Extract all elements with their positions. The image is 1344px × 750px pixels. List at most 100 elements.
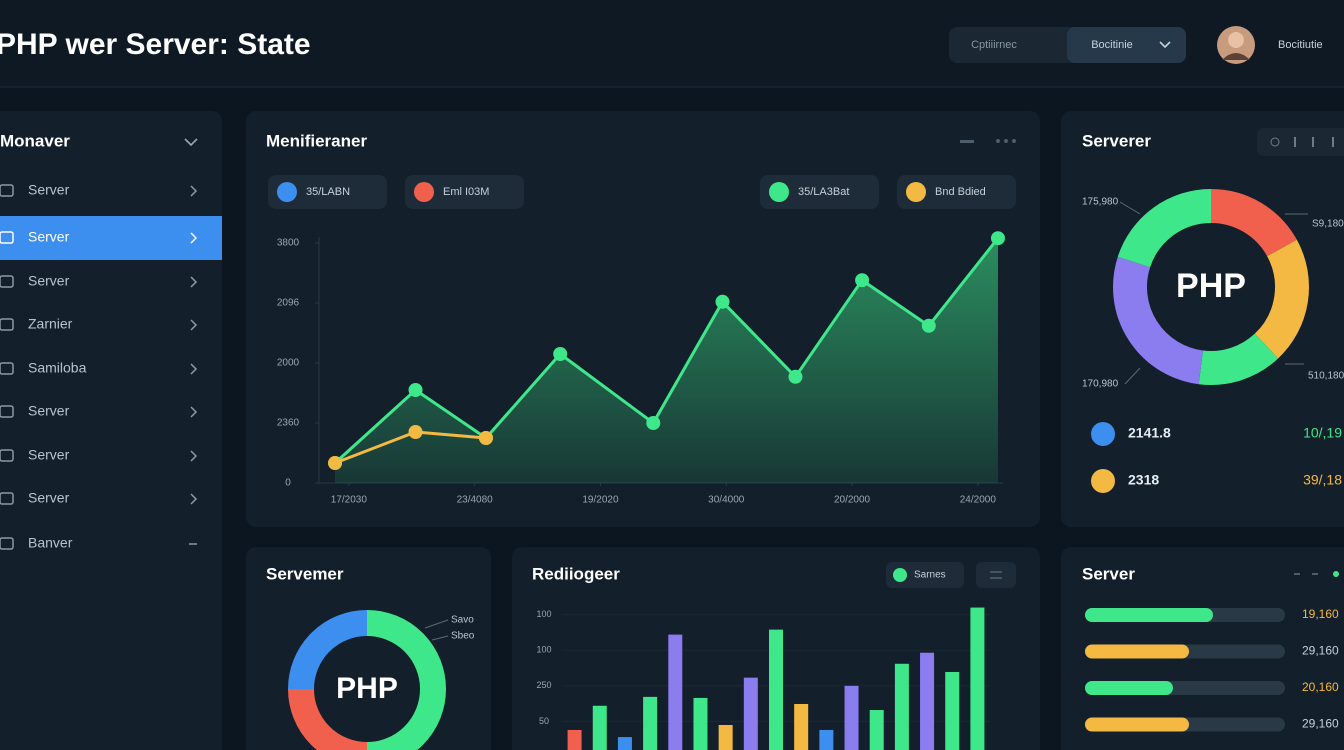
point [646, 416, 661, 430]
point [328, 456, 343, 471]
dot [1312, 573, 1318, 575]
panel-toolbar[interactable] [1257, 128, 1344, 156]
item-icon [0, 184, 14, 197]
bar-label: 29,160 [1302, 717, 1339, 731]
legend-label: Eml I03M [443, 186, 489, 198]
point [990, 231, 1005, 246]
avatar-body [1222, 53, 1250, 60]
callout-label: Savo [451, 615, 474, 626]
sidebar-item[interactable]: Server [28, 273, 70, 289]
dot [1294, 573, 1300, 575]
stat-label: 2141.8 [1128, 425, 1171, 441]
chevron [190, 276, 198, 288]
legend-item[interactable] [405, 175, 524, 209]
y-tick-label: 3800 [277, 238, 300, 249]
legend-item[interactable] [886, 562, 964, 588]
item-icon [0, 449, 14, 462]
panel-button[interactable] [976, 562, 1016, 588]
point [921, 318, 936, 333]
dot [1333, 571, 1339, 577]
panel-title: Servemer [266, 564, 344, 583]
stat-swatch [1091, 469, 1115, 493]
sidebar-item[interactable]: Server [28, 229, 70, 245]
y-tick-label: 100 [536, 645, 551, 655]
sidebar-item[interactable]: Server [28, 490, 70, 506]
bar [1085, 644, 1189, 659]
avatar-face [1228, 32, 1244, 48]
x-tick-label: 20/2000 [834, 495, 871, 506]
bar-label: 29,160 [1302, 644, 1339, 658]
bar [617, 737, 632, 750]
dot [1012, 139, 1016, 143]
stat-label: 2318 [1128, 472, 1159, 488]
legend-label: 35/LA3Bat [798, 186, 849, 198]
sidebar-item[interactable]: Server [28, 447, 70, 463]
callout-line [1119, 201, 1141, 215]
bar-label: 19,160 [1302, 607, 1339, 621]
y-tick-label: 2000 [277, 358, 300, 369]
legend-swatch [893, 568, 907, 582]
donut-segment [1198, 333, 1279, 385]
menu-dropdown[interactable] [1067, 27, 1186, 63]
bar [567, 729, 582, 750]
legend-swatch [277, 182, 297, 202]
callout-label: 510,180 [1308, 371, 1344, 382]
item-icon [0, 231, 14, 244]
legend-label: 35/LABN [306, 186, 350, 198]
stat-value: 10/,19 [1303, 425, 1342, 441]
panel-dots[interactable] [1294, 571, 1339, 577]
icon [1294, 137, 1296, 147]
legend-item[interactable] [760, 175, 879, 209]
donut-center: PHP [1176, 267, 1246, 305]
user-name: Bocitiutie [1278, 39, 1323, 51]
sidebar-item[interactable]: Zarnier [28, 316, 73, 332]
bar [668, 634, 683, 750]
menu-text: Bocitinie [1091, 39, 1133, 51]
sidebar-item[interactable]: Server [28, 182, 70, 198]
donut-segment [1210, 189, 1297, 257]
donut-segment [366, 610, 446, 750]
callout-line [424, 619, 449, 629]
donut-center: PHP [336, 672, 398, 705]
item-icon [0, 537, 14, 550]
item-icon [0, 318, 14, 331]
panel-menu[interactable] [960, 139, 1016, 143]
bar [794, 703, 809, 750]
sidebar-item[interactable]: Server [28, 403, 70, 419]
sidebar-item[interactable]: Samiloba [28, 360, 87, 376]
point [408, 383, 423, 397]
bar [945, 671, 960, 750]
legend-item[interactable] [268, 175, 387, 209]
chevron [1159, 41, 1171, 49]
icon [1270, 137, 1280, 147]
item-icon [0, 362, 14, 375]
toolbar-icons [1270, 137, 1334, 147]
callout-label: 170,980 [1082, 379, 1119, 390]
chevron [190, 232, 198, 244]
bar [743, 677, 758, 750]
stat-value: 39/,18 [1303, 472, 1342, 488]
bar [769, 629, 783, 750]
legend-label: Bnd Bdied [935, 186, 986, 198]
panel-title: Server [1082, 564, 1135, 583]
point [855, 273, 870, 288]
dot [1004, 139, 1008, 143]
callout-line [1124, 367, 1141, 385]
legend-swatch [906, 182, 926, 202]
donut-segment [1117, 189, 1212, 268]
item-icon [0, 492, 14, 505]
donut-segment [1254, 239, 1309, 359]
x-tick-label: 23/4080 [457, 495, 494, 506]
sidebar-item[interactable]: Banver [28, 535, 73, 551]
legend-item[interactable] [897, 175, 1016, 209]
bar-label: 20,160 [1302, 680, 1339, 694]
callout-label: Sbeo [451, 631, 475, 642]
bar [1085, 681, 1173, 695]
y-tick-label: 250 [536, 680, 551, 690]
bar [894, 663, 909, 750]
stat-swatch [1091, 422, 1115, 446]
y-tick-label: 100 [536, 609, 551, 619]
dash [960, 140, 974, 143]
